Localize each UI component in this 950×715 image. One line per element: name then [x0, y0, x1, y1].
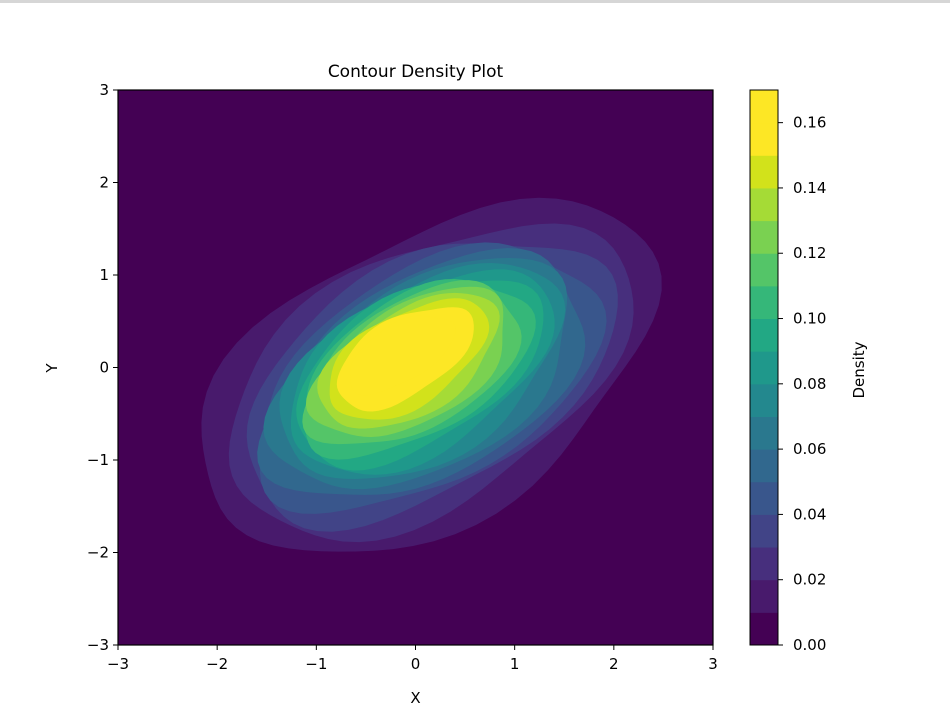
- x-axis-ticks: −3 −2 −1 0 1 2 3: [107, 645, 718, 673]
- colorbar-segment-4: [750, 481, 778, 515]
- colorbar-tick-label: 0.00: [793, 636, 826, 654]
- plot-area: [117, 89, 714, 646]
- colorbar-tick-label: 0.02: [793, 571, 826, 589]
- x-axis-label: X: [410, 689, 420, 707]
- y-tick-label: −2: [87, 544, 109, 562]
- x-tick-label: 2: [609, 655, 619, 673]
- density-contours: [201, 197, 662, 552]
- y-axis-label: Y: [43, 363, 61, 374]
- y-tick-label: −3: [87, 636, 109, 654]
- y-tick-label: 1: [99, 266, 109, 284]
- colorbar-segment-16: [750, 90, 778, 124]
- colorbar-frame: [749, 89, 779, 646]
- colorbar-segment-9: [750, 318, 778, 352]
- x-tick-label: 3: [708, 655, 718, 673]
- colorbar-segment-12: [750, 220, 778, 254]
- y-tick-label: 2: [99, 174, 109, 192]
- y-tick-label: −1: [87, 451, 109, 469]
- x-tick-label: −2: [206, 655, 228, 673]
- colorbar-segment-1: [750, 579, 778, 613]
- colorbar-segment-7: [750, 383, 778, 417]
- x-tick-label: 1: [510, 655, 520, 673]
- x-tick-label: −3: [107, 655, 129, 673]
- colorbar-tick-label: 0.10: [793, 310, 826, 328]
- contour-band-16: [350, 315, 456, 396]
- colorbar-segment-8: [750, 351, 778, 385]
- colorbar-tick-label: 0.08: [793, 375, 826, 393]
- colorbar-tick-label: 0.14: [793, 179, 826, 197]
- colorbar-segment-14: [750, 155, 778, 189]
- window-top-border: [0, 0, 950, 3]
- colorbar-tick-label: 0.04: [793, 505, 826, 523]
- colorbar-segment-0: [750, 612, 778, 646]
- colorbar-segment-13: [750, 187, 778, 222]
- colorbar-segment-11: [750, 253, 778, 287]
- colorbar-tick-label: 0.16: [793, 114, 826, 132]
- colorbar: 0.00 0.02 0.04 0.06 0.08 0.10 0.12 0.14 0.16: [749, 89, 826, 654]
- colorbar-segment-2: [750, 547, 778, 581]
- colorbar-tick-label: 0.06: [793, 440, 826, 458]
- colorbar-segment-5: [750, 449, 778, 483]
- colorbar-tick-label: 0.12: [793, 244, 826, 262]
- colorbar-label: Density: [850, 341, 868, 398]
- chart-title: Contour Density Plot: [328, 62, 504, 82]
- colorbar-segment-15: [750, 122, 778, 156]
- y-tick-label: 0: [99, 359, 109, 377]
- colorbar-segment-3: [750, 514, 778, 548]
- y-tick-label: 3: [99, 81, 109, 99]
- x-tick-label: −1: [305, 655, 327, 673]
- x-tick-label: 0: [411, 655, 421, 673]
- y-axis-ticks: −3 −2 −1 0 1 2 3: [87, 81, 118, 654]
- colorbar-segment-6: [750, 416, 778, 450]
- colorbar-segment-10: [750, 285, 778, 320]
